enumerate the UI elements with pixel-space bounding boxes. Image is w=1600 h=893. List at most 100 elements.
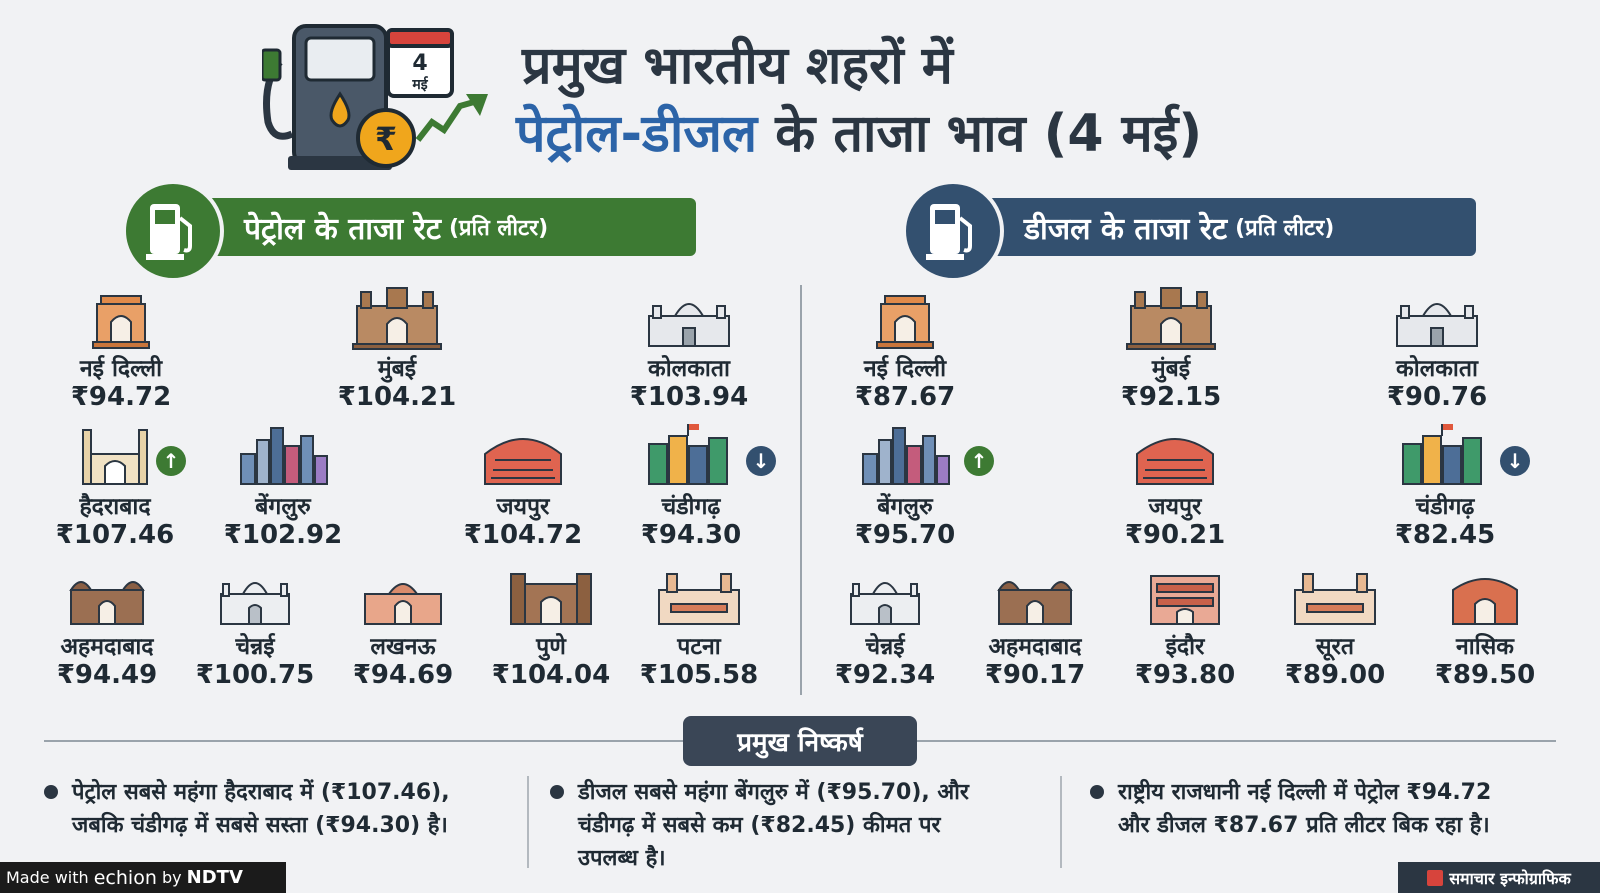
infographic-tag-label: समाचार इन्फोग्राफिक [1449, 868, 1571, 888]
trend-up-icon: ↑ [156, 446, 186, 476]
svg-text:मई: मई [411, 76, 428, 93]
india-gate-icon [876, 295, 934, 349]
city-name: मुंबई [1151, 356, 1191, 382]
city-buildings-icon [1402, 424, 1482, 485]
city-price: ₹104.72 [463, 520, 583, 550]
hawa-mahal-icon [484, 438, 562, 485]
city-price: ₹90.76 [1386, 382, 1488, 412]
charminar-icon [82, 429, 148, 485]
petrol-city-card: पुणे ₹104.04 [466, 560, 636, 690]
finding-3-line2: और डीजल ₹87.67 प्रति लीटर बिक रहा है। [1118, 813, 1490, 838]
city-price: ₹94.30 [640, 520, 742, 550]
city-price: ₹87.67 [854, 382, 956, 412]
city-price: ₹102.92 [223, 520, 343, 550]
made-with-badge[interactable]: Made with echion by NDTV [0, 862, 286, 893]
finding-item-3: राष्ट्रीय राजधानी नई दिल्ली में पेट्रोल … [1090, 776, 1580, 842]
india-gate-icon [92, 295, 150, 349]
diesel-city-card: नासिक ₹89.50 [1400, 560, 1570, 690]
city-price: ₹100.75 [195, 660, 315, 690]
diesel-city-card: नई दिल्ली ₹87.67 [820, 282, 990, 412]
finding-3-line1: राष्ट्रीय राजधानी नई दिल्ली में पेट्रोल … [1118, 780, 1492, 805]
heritage-building-icon [658, 573, 740, 625]
city-name: चेन्नई [235, 634, 275, 660]
petrol-city-card: अहमदाबाद ₹94.49 [22, 560, 192, 690]
findings-separator [1060, 776, 1062, 868]
bullet-icon [1090, 785, 1104, 799]
svg-text:₹: ₹ [375, 120, 397, 158]
city-price: ₹107.46 [55, 520, 175, 550]
diesel-heading: डीजल के ताजा रेट [1024, 211, 1228, 247]
city-price: ₹82.45 [1394, 520, 1496, 550]
finding-item-1: पेट्रोल सबसे महंगा हैदराबाद में (₹107.46… [44, 776, 514, 842]
city-name: पुणे [536, 634, 566, 660]
finding-2-line3: उपलब्ध है। [578, 846, 666, 871]
city-name: जयपुर [1148, 494, 1202, 520]
title-rest: के ताजा भाव (4 मई) [757, 104, 1203, 164]
diesel-banner: डीजल के ताजा रेट (प्रति लीटर) [980, 198, 1476, 256]
petrol-city-card: हैदराबाद ₹107.46 [30, 420, 200, 550]
calendar-icon: 4 मई [386, 28, 454, 98]
diesel-city-card: अहमदाबाद ₹90.17 [950, 560, 1120, 690]
rajwada-icon [1150, 575, 1220, 625]
city-price: ₹104.04 [491, 660, 611, 690]
petrol-city-card: लखनऊ ₹94.69 [318, 560, 488, 690]
city-name: बेंगलुरु [255, 494, 311, 520]
city-name: चंडीगढ़ [1415, 494, 1475, 520]
city-price: ₹103.94 [629, 382, 749, 412]
city-name: चेन्नई [865, 634, 905, 660]
city-price: ₹93.80 [1134, 660, 1236, 690]
chart-icon [1427, 869, 1444, 886]
bullet-icon [550, 785, 564, 799]
city-skyline-icon [240, 427, 328, 485]
palace-icon [850, 582, 920, 625]
city-name: लखनऊ [370, 634, 436, 660]
temple-gate-icon [1452, 578, 1518, 625]
diesel-city-card: चंडीगढ़ ₹82.45 [1360, 420, 1530, 550]
petrol-pump-icon [122, 180, 224, 282]
diesel-city-card: इंदौर ₹93.80 [1100, 560, 1270, 690]
city-price: ₹94.72 [70, 382, 172, 412]
petrol-city-card: चेन्नई ₹100.75 [170, 560, 340, 690]
city-price: ₹104.21 [337, 382, 457, 412]
petrol-banner: पेट्रोल के ताजा रेट (प्रति लीटर) [200, 198, 696, 256]
diesel-pump-icon [902, 180, 1004, 282]
petrol-city-card: पटना ₹105.58 [614, 560, 784, 690]
city-price: ₹94.49 [56, 660, 158, 690]
city-name: पटना [677, 634, 721, 660]
finding-item-2: डीजल सबसे महंगा बेंगलुरु में (₹95.70), औ… [550, 776, 1050, 875]
diesel-city-card: मुंबई ₹92.15 [1086, 282, 1256, 412]
city-price: ₹92.34 [834, 660, 936, 690]
city-name: नई दिल्ली [79, 356, 163, 382]
echion-logo: echion [93, 866, 157, 889]
ndtv-logo: NDTV [186, 867, 243, 888]
made-with-label: Made with [6, 868, 89, 887]
trend-down-icon: ↓ [746, 446, 776, 476]
city-price: ₹89.00 [1284, 660, 1386, 690]
infographic-tag: समाचार इन्फोग्राफिक [1398, 862, 1600, 893]
city-price: ₹92.15 [1120, 382, 1222, 412]
city-name: चंडीगढ़ [661, 494, 721, 520]
page-title-line2: पेट्रोल-डीजल के ताजा भाव (4 मई) [516, 96, 1202, 167]
svg-text:4: 4 [412, 51, 427, 76]
section-divider [800, 285, 802, 695]
fuel-pump-header-icon: 4 मई ₹ [262, 24, 488, 170]
city-name: मुंबई [377, 356, 417, 382]
city-price: ₹90.17 [984, 660, 1086, 690]
petrol-city-card: नई दिल्ली ₹94.72 [36, 282, 206, 412]
trend-up-icon: ↑ [964, 446, 994, 476]
city-buildings-icon [648, 424, 728, 485]
city-name: अहमदाबाद [988, 634, 1082, 660]
mosque-icon [69, 581, 145, 625]
city-name: कोलकाता [648, 356, 730, 382]
city-price: ₹95.70 [854, 520, 956, 550]
city-name: नई दिल्ली [863, 356, 947, 382]
city-price: ₹90.21 [1124, 520, 1226, 550]
trend-down-icon: ↓ [1500, 446, 1530, 476]
city-name: हैदराबाद [79, 494, 151, 520]
diesel-city-card: चेन्नई ₹92.34 [800, 560, 970, 690]
victoria-memorial-icon [648, 303, 730, 347]
heritage-building-icon [1294, 573, 1376, 625]
findings-rule-right [916, 740, 1556, 742]
petrol-city-card: चंडीगढ़ ₹94.30 [606, 420, 776, 550]
findings-separator [527, 776, 529, 868]
